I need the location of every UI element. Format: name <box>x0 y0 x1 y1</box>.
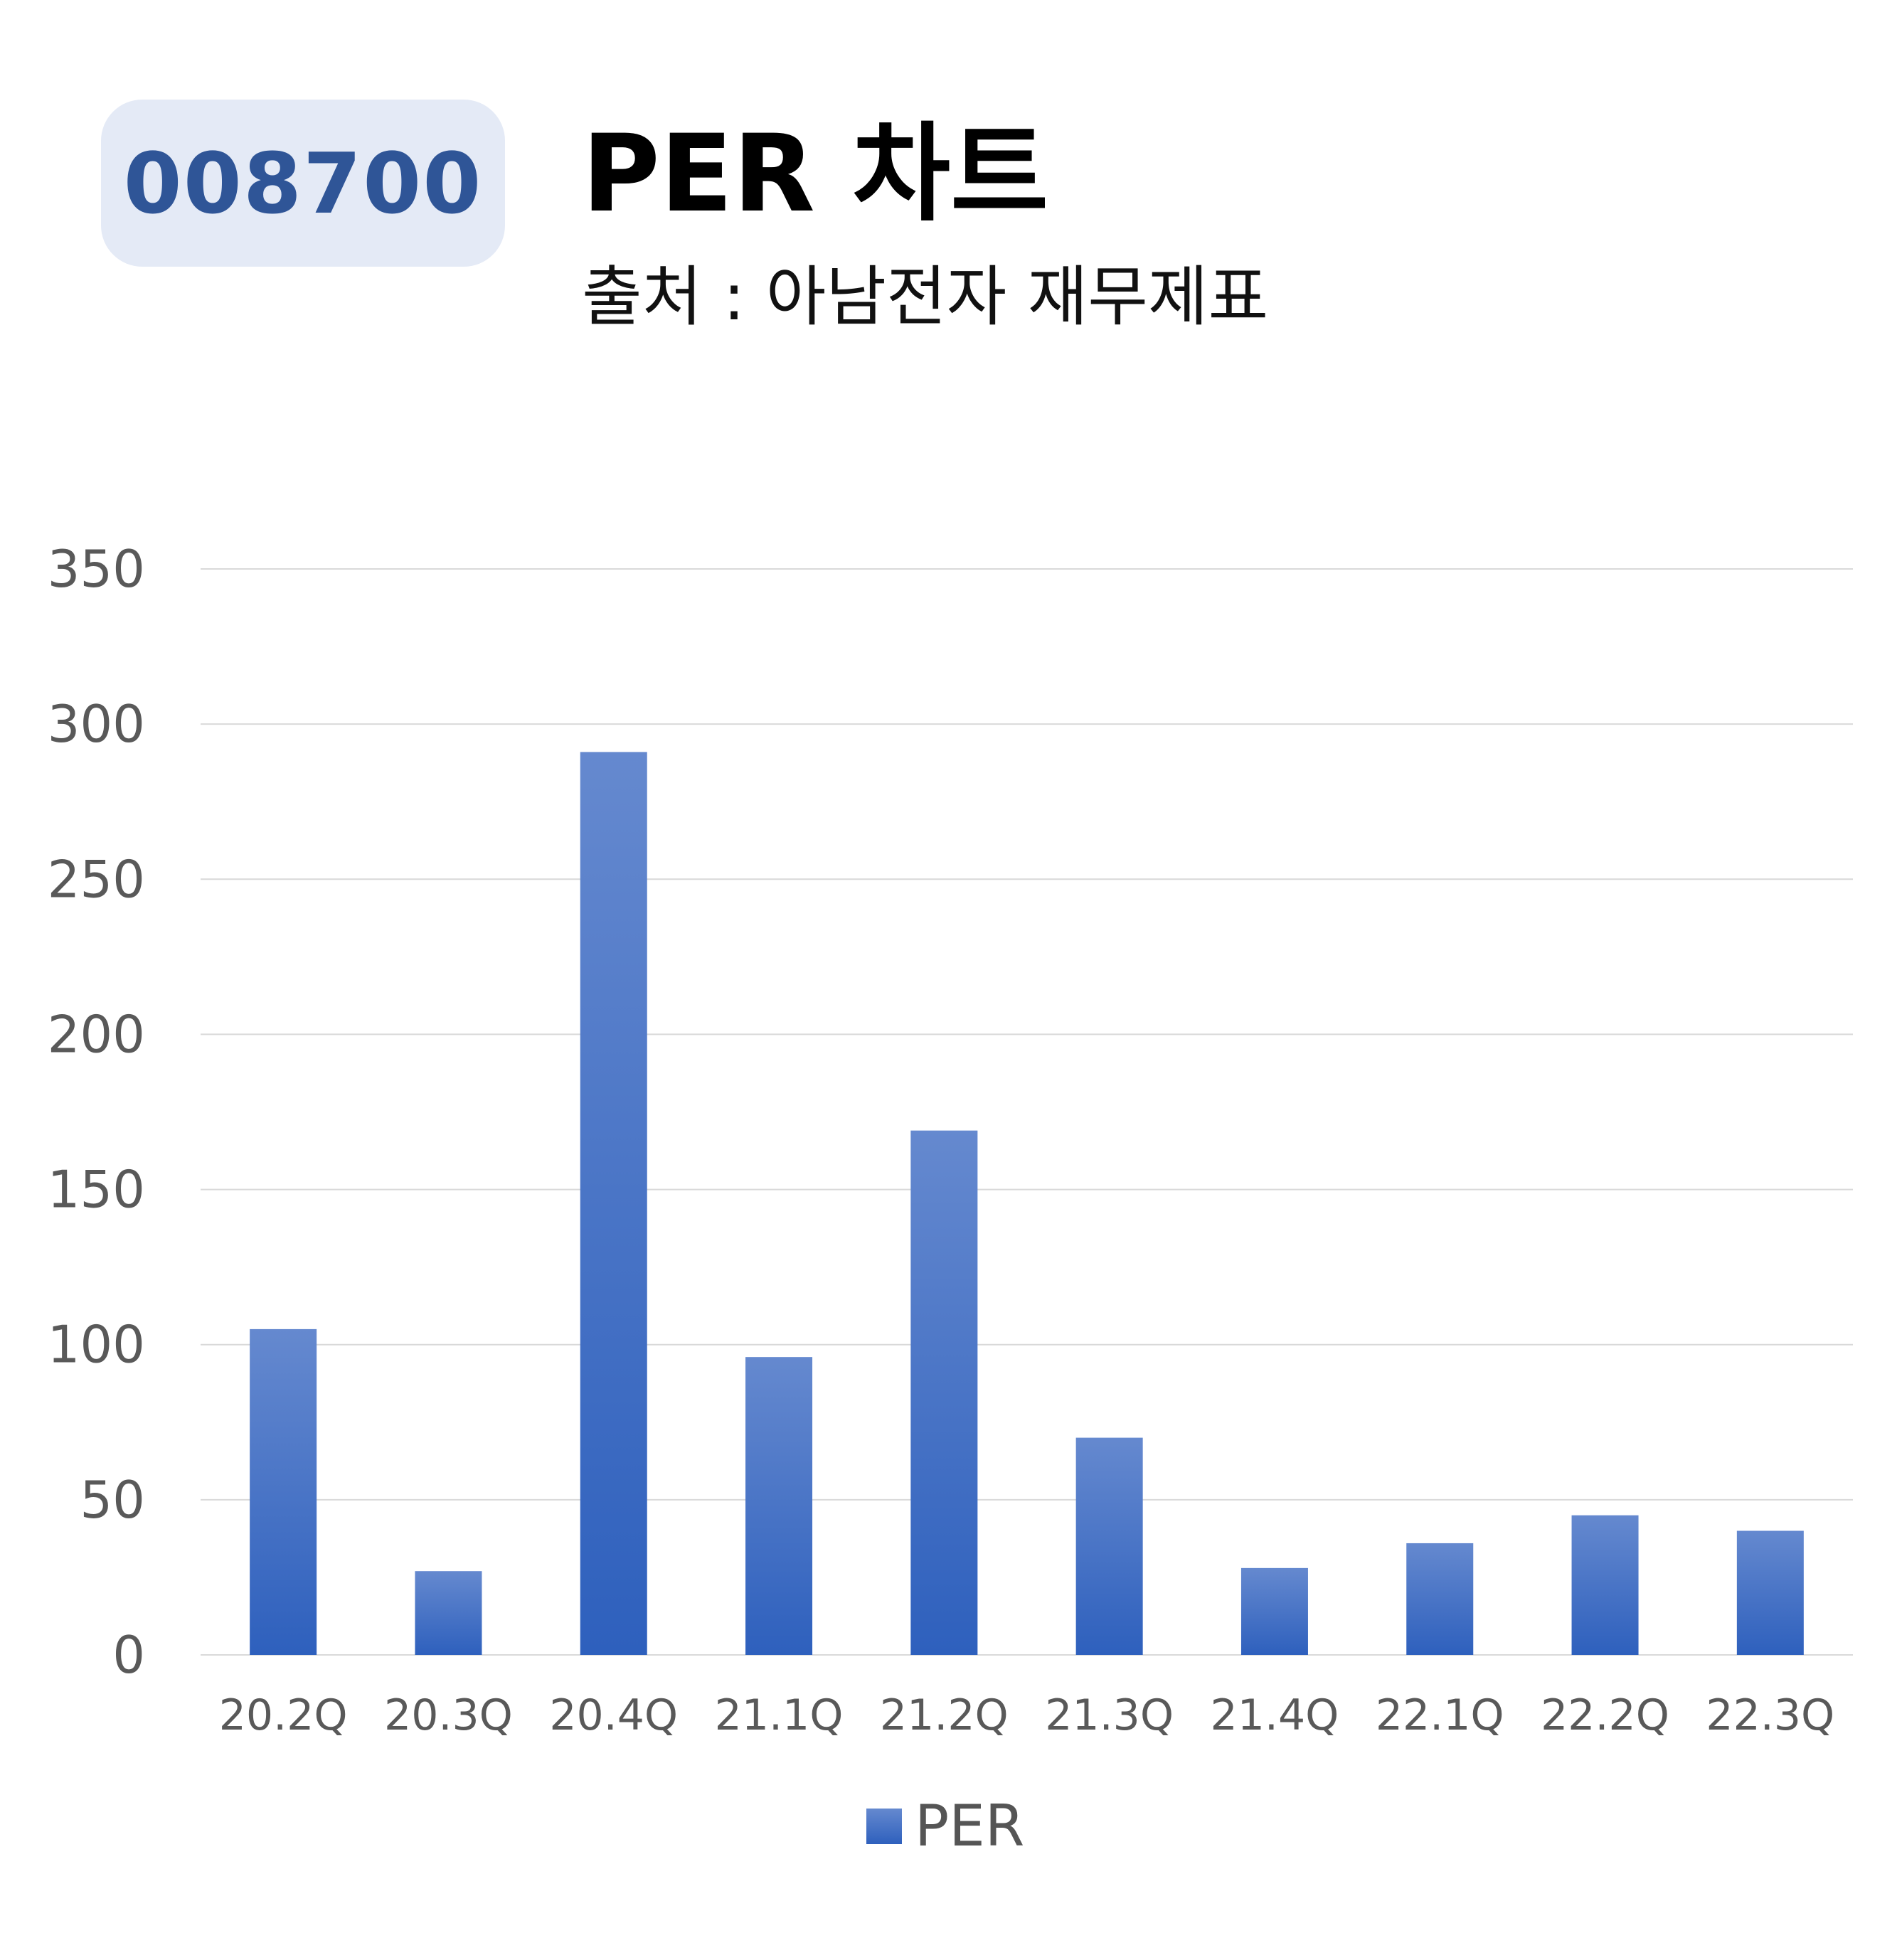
stock-code-badge: 008700 <box>101 100 505 267</box>
chart-subtitle: 출처 : 아남전자 재무제표 <box>582 259 1269 335</box>
x-tick-label: 22.2Q <box>1541 1690 1669 1740</box>
bar-21.4Q <box>1240 1567 1308 1655</box>
x-tick-label: 21.3Q <box>1045 1690 1174 1740</box>
y-tick-label: 250 <box>48 849 145 909</box>
legend: PER <box>866 1798 1024 1855</box>
y-tick-label: 200 <box>48 1004 145 1064</box>
y-axis-ticks: 0 50 100 150 200 250 300 350 <box>48 539 145 1685</box>
y-tick-label: 50 <box>80 1470 145 1530</box>
y-tick-label: 150 <box>48 1160 145 1220</box>
bars <box>250 752 1804 1655</box>
legend-label: PER <box>915 1793 1025 1859</box>
x-tick-label: 21.1Q <box>715 1690 844 1740</box>
x-tick-label: 20.3Q <box>384 1690 513 1740</box>
x-axis-ticks: 20.2Q 20.3Q 20.4Q 21.1Q 21.2Q 21.3Q 21.4Q 22.1Q… <box>219 1690 1835 1740</box>
chart-title: PER 차트 <box>582 112 1049 236</box>
gridlines <box>201 568 1853 1656</box>
x-tick-label: 20.4Q <box>549 1690 678 1740</box>
bar-21.2Q <box>910 1130 978 1655</box>
x-tick-label: 20.2Q <box>219 1690 348 1740</box>
bar-20.4Q <box>580 752 647 1655</box>
bar-22.1Q <box>1406 1543 1474 1655</box>
bar-21.3Q <box>1075 1437 1143 1655</box>
bar-21.1Q <box>745 1357 813 1655</box>
legend-swatch <box>866 1809 902 1844</box>
x-tick-label: 21.2Q <box>880 1690 1009 1740</box>
y-tick-label: 0 <box>112 1625 145 1685</box>
x-tick-label: 22.3Q <box>1706 1690 1834 1740</box>
y-tick-label: 350 <box>48 539 145 599</box>
x-tick-label: 21.4Q <box>1211 1690 1339 1740</box>
stock-code: 008700 <box>123 134 483 233</box>
bar-20.3Q <box>415 1571 482 1655</box>
x-tick-label: 22.1Q <box>1376 1690 1504 1740</box>
y-tick-label: 300 <box>48 694 145 754</box>
y-tick-label: 100 <box>48 1315 145 1375</box>
bar-22.2Q <box>1571 1515 1639 1655</box>
bar-22.3Q <box>1736 1530 1804 1655</box>
bar-20.2Q <box>250 1328 317 1655</box>
